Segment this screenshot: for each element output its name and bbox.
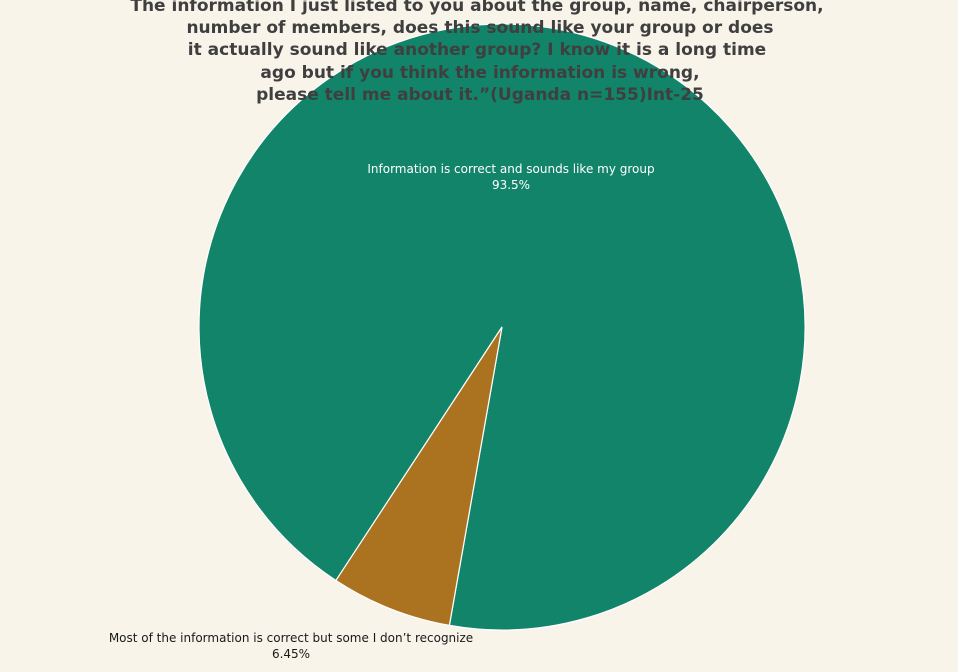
chart-title-line: it actually sound like another group? I … xyxy=(188,40,766,60)
slice-labels: Information is correct and sounds like m… xyxy=(109,162,655,661)
chart-title-line: please tell me about it.”(Uganda n=155)I… xyxy=(256,85,704,105)
slice-label-value: 6.45% xyxy=(272,647,310,661)
slice-label-value: 93.5% xyxy=(492,178,530,192)
chart-title-line: The information I just listed to you abo… xyxy=(130,0,823,16)
pie-slice-1 xyxy=(335,326,503,627)
chart-title: The information I just listed to you abo… xyxy=(130,0,823,105)
chart-title-line: number of members, does this sound like … xyxy=(186,18,773,38)
slice-label-name: Information is correct and sounds like m… xyxy=(367,162,654,176)
pie-slices xyxy=(198,23,806,631)
chart-title-line: ago but if you think the information is … xyxy=(260,63,699,83)
slice-label-name: Most of the information is correct but s… xyxy=(109,631,473,645)
